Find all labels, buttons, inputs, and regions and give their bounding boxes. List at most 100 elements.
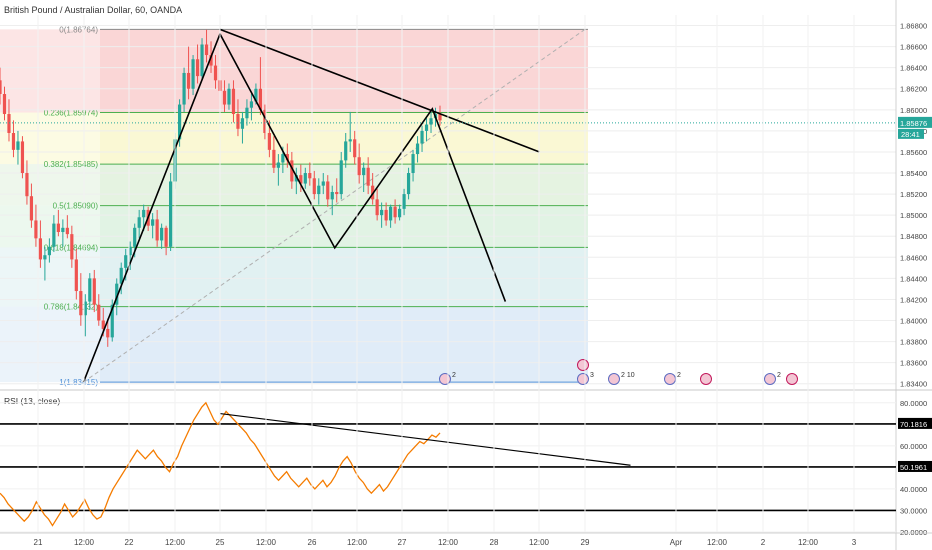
price-tick-label: 1.86000 <box>900 106 927 115</box>
candle-body <box>195 59 200 77</box>
candle-body <box>155 219 159 241</box>
candle-body <box>245 107 249 119</box>
event-flag-icon <box>664 373 676 385</box>
candle-body <box>312 178 316 195</box>
candle-body <box>272 149 276 168</box>
fib-zone-extension <box>0 205 100 248</box>
candle-body <box>11 132 16 150</box>
candle-body <box>397 208 402 218</box>
candle-body <box>16 141 20 150</box>
candle-body <box>290 160 294 182</box>
candle-body <box>164 227 168 247</box>
rsi-tick-label: 30.0000 <box>900 506 927 515</box>
candle-body <box>97 304 101 321</box>
price-tick-label: 1.85000 <box>900 211 927 220</box>
fib-level-label: 0(1.86764) <box>59 25 98 34</box>
candle-body <box>281 154 285 163</box>
candle-body <box>209 55 213 66</box>
event-flag-icon <box>608 373 620 385</box>
fib-zone <box>100 29 588 113</box>
candle-body <box>133 227 137 247</box>
candle-body <box>258 88 263 110</box>
price-tick-label: 1.86800 <box>900 22 927 31</box>
event-badge-count: 2 <box>452 372 456 379</box>
candle-body <box>231 88 236 115</box>
event-flag-icon <box>439 373 451 385</box>
chart-title: British Pound / Australian Dollar, 60, O… <box>4 5 183 15</box>
rsi-level-tag <box>898 460 932 472</box>
candle-body <box>353 139 357 158</box>
time-axis: 21 12:00 22 12:00 25 12:00 26 12:00 27 12:00 28 12:… <box>0 15 932 547</box>
candle-body <box>137 217 141 228</box>
candle-body <box>285 154 289 161</box>
event-badge-count: 3 <box>590 372 594 379</box>
candle-body <box>411 154 415 174</box>
fib-level-label: 0.382(1.85485) <box>44 160 99 169</box>
event-flag-icon <box>786 373 798 385</box>
time-tick-label: 12:00 <box>798 538 819 547</box>
candle-body <box>254 88 258 102</box>
candle-body <box>25 173 29 197</box>
candle-body <box>308 173 312 179</box>
candle-body <box>160 227 164 241</box>
candle-body <box>276 162 280 168</box>
candle-body <box>389 206 393 221</box>
event-badges: 2 3 2 10 2 2 <box>439 359 798 385</box>
candle-body <box>299 175 303 184</box>
price-tick-label: 1.85400 <box>900 169 927 178</box>
rsi-tick-label: 60.0000 <box>900 442 927 451</box>
fib-level-label: 0.5(1.85090) <box>53 202 99 211</box>
candle-body <box>101 320 105 329</box>
candle-body <box>384 209 388 221</box>
candle-body <box>200 44 204 77</box>
price-tick-label: 1.85200 <box>900 190 927 199</box>
candle-body <box>0 80 2 95</box>
candle-body <box>267 132 271 150</box>
candle-body <box>74 259 78 292</box>
candlesticks <box>0 29 442 347</box>
price-tick-label: 1.84800 <box>900 232 927 241</box>
candle-body <box>186 72 191 89</box>
current-price-label: 1.85876 <box>900 119 927 128</box>
rsi-level-tag <box>898 417 932 429</box>
rsi-tick-label: 40.0000 <box>900 485 927 494</box>
candle-body <box>92 278 96 305</box>
rsi-level-label: 50.1961 <box>900 463 927 472</box>
rsi-trendline <box>219 412 631 466</box>
candle-body <box>20 141 25 174</box>
event-badge-count: 2 <box>677 372 681 379</box>
candle-body <box>52 223 56 247</box>
candle-body <box>43 255 47 260</box>
candle-body <box>169 181 173 247</box>
candle-body <box>406 173 411 195</box>
fib-level-label: 0.786(1.84132) <box>44 303 99 312</box>
time-tick-label: 22 <box>125 538 134 547</box>
candle-body <box>56 223 60 233</box>
candle-body <box>344 141 348 161</box>
rsi-pane: 80.000070.000060.000050.000040.000030.00… <box>0 399 932 537</box>
candle-body <box>294 175 298 182</box>
candle-body <box>204 44 209 56</box>
candle-body <box>115 283 119 305</box>
candle-body <box>106 328 110 338</box>
candle-body <box>415 143 420 155</box>
candle-body <box>339 160 343 195</box>
price-tick-label: 1.84400 <box>900 274 927 283</box>
time-tick-label: 28 <box>490 538 499 547</box>
candle-body <box>2 94 7 115</box>
time-tick-label: 12:00 <box>529 538 550 547</box>
candle-body <box>110 304 114 338</box>
candle-body <box>83 301 87 316</box>
price-tick-label: 1.83800 <box>900 338 927 347</box>
candle-body <box>236 114 240 129</box>
candle-body <box>213 65 218 81</box>
rsi-title: RSI (13, close) <box>4 396 61 406</box>
time-tick-label: 26 <box>308 538 317 547</box>
price-axis: 1.86800 1.86600 1.86400 1.86200 1.86000 1.858… <box>895 0 932 550</box>
candle-body <box>142 209 146 218</box>
time-tick-label: Apr <box>670 538 683 547</box>
candle-body <box>326 181 330 200</box>
candle-body <box>34 220 38 239</box>
candle-body <box>222 90 227 105</box>
